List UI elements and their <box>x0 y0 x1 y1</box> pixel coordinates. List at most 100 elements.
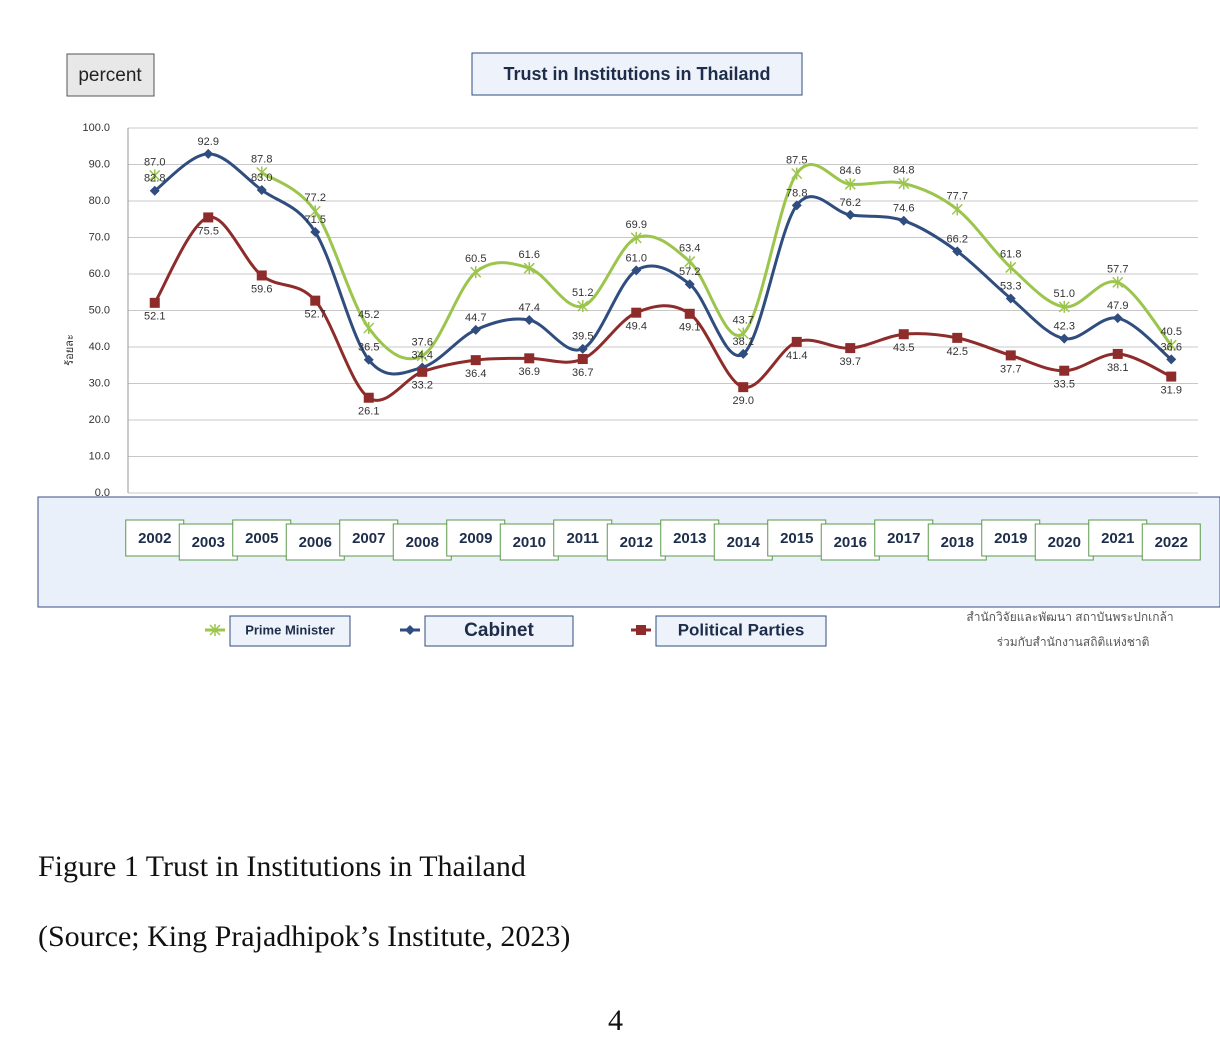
data-label: 57.7 <box>1107 263 1128 275</box>
point <box>1005 293 1016 304</box>
y-tick-label: 80.0 <box>89 195 110 207</box>
y-tick-label: 30.0 <box>89 377 110 389</box>
data-label: 69.9 <box>626 219 647 231</box>
data-label: 36.6 <box>1161 341 1182 353</box>
y-axis-label: ร้อยละ <box>64 334 76 366</box>
x-tick-box <box>606 523 666 561</box>
legend-label: Cabinet <box>464 620 534 641</box>
point <box>1005 350 1016 361</box>
point <box>363 392 374 403</box>
x-tick-label: 2008 <box>406 534 439 551</box>
page-number: 4 <box>608 1004 623 1037</box>
data-label: 52.7 <box>305 309 326 321</box>
x-tick-box <box>767 519 827 557</box>
data-label: 37.6 <box>412 337 433 349</box>
data-label: 59.6 <box>251 283 272 295</box>
point <box>1058 300 1070 313</box>
y-tick-label: 50.0 <box>89 304 110 316</box>
point <box>684 279 695 290</box>
point <box>577 354 588 365</box>
point <box>630 231 642 244</box>
x-tick-box <box>820 523 880 561</box>
x-tick-label: 2006 <box>299 534 332 551</box>
point <box>310 227 321 238</box>
x-tick-label: 2012 <box>620 534 653 551</box>
x-tick-label: 2010 <box>513 534 546 551</box>
data-label: 51.2 <box>572 287 593 299</box>
point <box>470 266 482 279</box>
point <box>577 300 589 313</box>
point <box>845 343 856 354</box>
y-tick-label: 70.0 <box>89 231 110 243</box>
y-tick-label: 0.0 <box>95 487 110 499</box>
x-tick-label: 2021 <box>1101 530 1134 547</box>
x-tick-label: 2015 <box>780 530 813 547</box>
data-label: 47.4 <box>519 302 540 314</box>
point <box>149 297 160 308</box>
point <box>1005 261 1017 274</box>
point <box>310 295 321 306</box>
point <box>631 307 642 318</box>
y-tick-label: 90.0 <box>89 158 110 170</box>
data-label: 87.8 <box>251 153 272 165</box>
point <box>256 185 267 196</box>
point <box>309 205 321 218</box>
x-tick-box <box>392 523 452 561</box>
x-tick-box <box>232 519 292 557</box>
point <box>363 322 375 335</box>
point <box>898 329 909 340</box>
x-tick-label: 2018 <box>941 534 974 551</box>
data-label: 57.2 <box>679 266 700 278</box>
x-tick-label: 2013 <box>673 530 706 547</box>
caption: Figure 1 Trust in Institutions in Thaila… <box>38 850 526 883</box>
data-label: 87.5 <box>786 155 807 167</box>
data-label: 84.8 <box>893 164 914 176</box>
point <box>791 336 802 347</box>
x-tick-label: 2003 <box>192 534 225 551</box>
data-label: 76.2 <box>840 197 861 209</box>
data-label: 82.8 <box>144 173 165 185</box>
y-tick-label: 10.0 <box>89 450 110 462</box>
data-label: 43.7 <box>733 314 754 326</box>
x-tick-label: 2007 <box>352 530 385 547</box>
point <box>405 625 415 635</box>
data-label: 34.4 <box>412 349 433 361</box>
point <box>631 265 642 276</box>
data-label: 53.3 <box>1000 280 1021 292</box>
source-note: ร่วมกับสำนักงานสถิติแห่งชาติ <box>997 635 1150 649</box>
point <box>684 255 696 268</box>
data-label: 52.1 <box>144 311 165 323</box>
data-label: 36.5 <box>358 342 379 354</box>
legend-label: Prime Minister <box>245 622 335 637</box>
point <box>636 625 646 635</box>
point <box>577 343 588 354</box>
unit-box <box>66 53 155 97</box>
point <box>470 355 481 366</box>
point <box>791 167 803 180</box>
data-label: 38.1 <box>733 336 754 348</box>
data-label: 26.1 <box>358 406 379 418</box>
x-tick-box <box>339 519 399 557</box>
x-tick-label: 2009 <box>459 530 492 547</box>
point <box>470 324 481 335</box>
x-tick-box <box>1141 523 1201 561</box>
point <box>1059 333 1070 344</box>
data-label: 45.2 <box>358 309 379 321</box>
x-tick-label: 2016 <box>834 534 867 551</box>
point <box>1165 339 1177 352</box>
data-label: 66.2 <box>947 233 968 245</box>
point <box>952 246 963 257</box>
point <box>1112 313 1123 324</box>
data-label: 43.5 <box>893 342 914 354</box>
data-label: 36.9 <box>519 366 540 378</box>
data-label: 51.0 <box>1054 288 1075 300</box>
line <box>153 152 1173 376</box>
x-tick-box <box>553 519 613 557</box>
data-label: 77.2 <box>305 192 326 204</box>
data-label: 42.5 <box>947 346 968 358</box>
point <box>149 185 160 196</box>
legend-box <box>655 615 827 647</box>
point <box>524 314 535 325</box>
data-label: 83.0 <box>251 172 272 184</box>
